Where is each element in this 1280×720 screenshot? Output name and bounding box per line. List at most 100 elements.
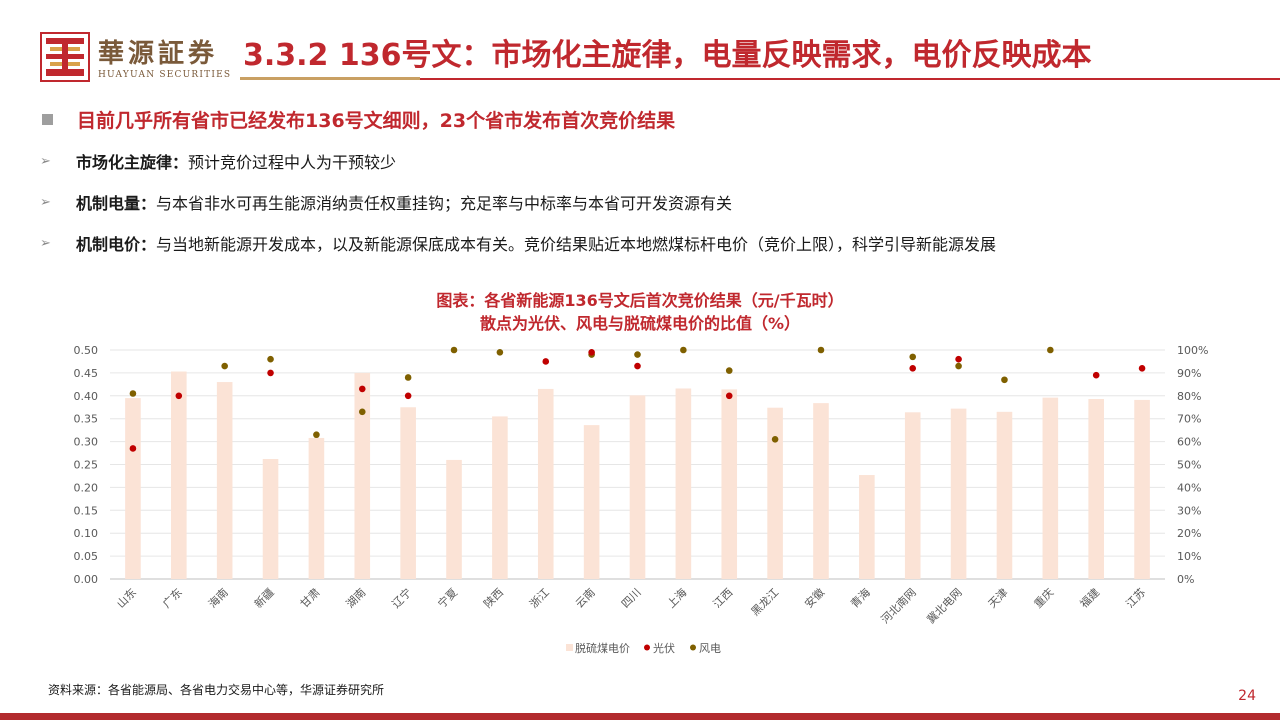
y-right-tick-label: 80% (1177, 390, 1201, 403)
x-tick-label: 甘肃 (298, 586, 323, 611)
x-tick-label: 湖南 (344, 586, 369, 611)
y-right-tick-label: 30% (1177, 504, 1201, 517)
y-left-tick-label: 0.00 (74, 573, 99, 586)
y-left-tick-label: 0.50 (74, 344, 99, 357)
legend-swatch (690, 644, 696, 651)
x-tick-label: 海南 (205, 585, 230, 610)
arrow-bullet-icon: ➢ (40, 235, 51, 251)
x-tick-label: 宁夏 (435, 585, 460, 610)
point-光伏-四川 (634, 362, 641, 370)
bar-广东 (171, 371, 187, 579)
y-left-tick-label: 0.30 (74, 436, 99, 449)
y-right-tick-label: 50% (1177, 459, 1201, 472)
point-风电-天津 (1001, 376, 1008, 384)
y-right-tick-label: 70% (1177, 413, 1201, 426)
y-right-tick-label: 20% (1177, 527, 1201, 540)
bar-冀北电网 (950, 408, 967, 579)
bar-天津 (996, 411, 1013, 579)
sub-bullet-volume: ➢ 机制电量： 与本省非水可再生能源消纳责任权重挂钩；充足率与中标率与本省可开发… (40, 190, 732, 214)
bar-重庆 (1042, 397, 1059, 579)
y-left-tick-label: 0.35 (74, 413, 99, 426)
point-光伏-冀北电网 (955, 355, 962, 363)
sub-bullet-text: 与本省非水可再生能源消纳责任权重挂钩；充足率与中标率与本省可开发资源有关 (156, 194, 733, 213)
y-right-tick-label: 40% (1177, 481, 1201, 494)
y-left-tick-label: 0.40 (74, 390, 99, 403)
x-tick-label: 浙江 (527, 586, 552, 611)
x-tick-label: 云南 (573, 586, 598, 611)
title-rule-red (420, 78, 1280, 80)
bottom-bar (0, 713, 1280, 720)
legend-label: 光伏 (653, 641, 675, 655)
point-光伏-辽宁 (404, 392, 412, 400)
point-光伏-福建 (1092, 371, 1100, 379)
x-tick-label: 安徽 (802, 585, 827, 610)
x-tick-label: 上海 (664, 585, 689, 610)
point-光伏-浙江 (542, 358, 550, 365)
y-right-tick-label: 10% (1177, 550, 1201, 563)
bar-黑龙江 (767, 407, 783, 579)
x-tick-label: 冀北电网 (924, 585, 965, 626)
source-note: 资料来源：各省能源局、各省电力交易中心等，华源证券研究所 (48, 683, 385, 697)
sub-bullet-market: ➢ 市场化主旋律： 预计竞价过程中人为干预较少 (40, 149, 396, 173)
y-left-tick-label: 0.25 (74, 459, 99, 472)
point-光伏-新疆 (267, 369, 274, 377)
bar-海南 (216, 382, 233, 579)
sub-bullet-key: 机制电价： (76, 235, 157, 254)
point-光伏-广东 (175, 392, 183, 400)
sub-bullet-text: 预计竞价过程中人为干预较少 (188, 153, 397, 172)
bar-云南 (583, 425, 600, 579)
bar-安徽 (813, 403, 829, 579)
bar-河北南网 (904, 412, 921, 579)
chart-subtitle: 散点为光伏、风电与脱硫煤电价的比值（%） (479, 314, 801, 333)
x-tick-label: 新疆 (251, 585, 276, 610)
point-风电-海南 (221, 362, 228, 370)
chart-title: 图表：各省新能源136号文后首次竞价结果（元/千瓦时） (436, 291, 844, 310)
bar-江西 (721, 389, 738, 579)
x-tick-label: 天津 (986, 586, 1011, 611)
sub-bullet-price: ➢ 机制电价： 与当地新能源开发成本，以及新能源保底成本有关。竞价结果贴近本地燃… (40, 231, 996, 255)
point-光伏-河北南网 (909, 365, 917, 372)
legend-label: 脱硫煤电价 (575, 641, 630, 655)
bar-辽宁 (400, 407, 416, 579)
x-tick-label: 四川 (619, 586, 644, 611)
legend-swatch (644, 644, 650, 651)
bar-上海 (675, 388, 692, 579)
point-风电-安徽 (817, 346, 825, 354)
page-number: 24 (1238, 688, 1256, 704)
bidding-results-chart: 0.00 0.05 0.10 0.15 0.20 0.25 0.30 0.35 0.40 0.45… (74, 344, 1209, 655)
point-风电-黑龙江 (771, 436, 779, 443)
point-风电-上海 (680, 346, 687, 354)
point-风电-宁夏 (450, 346, 458, 354)
main-bullet-text: 目前几乎所有省市已经发布136号文细则，23个省市发布首次竞价结果 (77, 110, 676, 132)
x-tick-label: 重庆 (1031, 585, 1056, 610)
brand-name-cn: 華源証券 (98, 39, 219, 69)
legend-label: 风电 (699, 642, 721, 655)
bar-陕西 (492, 416, 508, 579)
y-left-tick-label: 0.05 (74, 550, 99, 563)
x-tick-label: 黑龙江 (749, 586, 782, 619)
x-tick-label: 江西 (711, 586, 736, 611)
sub-bullet-text: 与当地新能源开发成本，以及新能源保底成本有关。竞价结果贴近本地燃煤标杆电价（竞价… (156, 235, 997, 254)
legend-swatch (566, 644, 573, 651)
point-风电-冀北电网 (955, 362, 962, 370)
point-光伏-湖南 (358, 385, 366, 393)
y-right-tick-label: 100% (1177, 344, 1208, 357)
point-光伏-江西 (725, 392, 733, 400)
sub-bullet-key: 机制电量： (76, 194, 157, 213)
bar-山东 (125, 398, 141, 579)
main-bullet: 目前几乎所有省市已经发布136号文细则，23个省市发布首次竞价结果 (40, 106, 675, 133)
x-tick-label: 辽宁 (389, 585, 414, 610)
point-风电-河北南网 (909, 353, 917, 361)
point-风电-辽宁 (404, 374, 412, 381)
y-right-tick-label: 0% (1177, 573, 1194, 586)
x-tick-label: 福建 (1077, 585, 1102, 610)
bar-江苏 (1134, 399, 1150, 579)
point-风电-重庆 (1047, 346, 1054, 354)
huayuan-logo-icon (40, 32, 90, 82)
y-left-tick-label: 0.10 (74, 527, 99, 540)
x-tick-label: 陕西 (481, 585, 506, 610)
arrow-bullet-icon: ➢ (40, 153, 51, 169)
point-风电-新疆 (267, 355, 274, 363)
x-tick-label: 河北南网 (879, 586, 919, 626)
x-tick-label: 江苏 (1123, 586, 1148, 611)
